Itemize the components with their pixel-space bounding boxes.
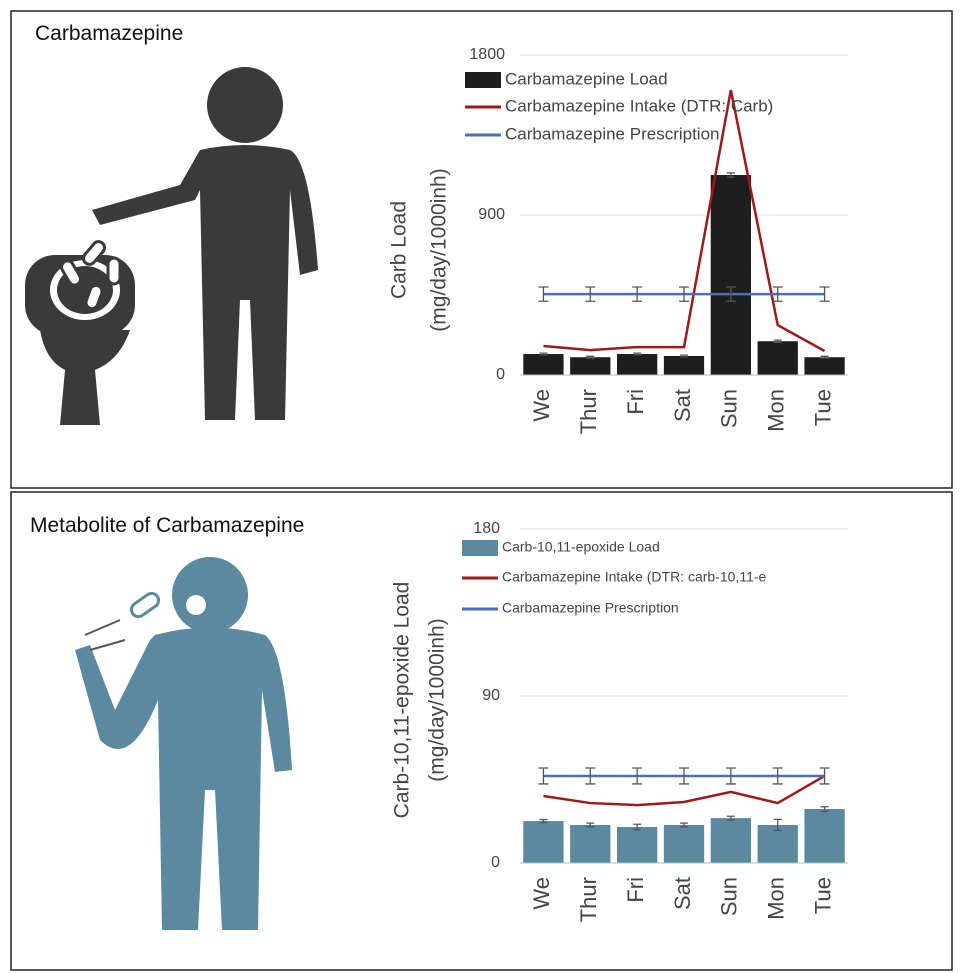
legend-label: Carbamazepine Intake (DTR: Carb) [505,96,773,115]
error-bar [680,823,688,827]
bar [758,341,798,375]
panel-title: Metabolite of Carbamazepine [30,514,304,537]
y-tick-label: 1800 [469,46,505,63]
bar [711,818,751,863]
y-axis-label: Carb Load [388,201,411,299]
bar [804,357,844,375]
bar [617,354,657,375]
legend-label: Carb-10,11-epoxide Load [502,539,660,555]
panel-title: Carbamazepine [35,22,183,45]
icon-flush [25,67,318,425]
y-tick-label: 0 [496,366,505,383]
x-tick-label: Tue [810,389,835,426]
x-tick-label: Tue [810,877,835,914]
figure: Carbamazepine Metabolite of Carbamazepin… [0,0,963,973]
x-tick-label: Sun [717,877,742,916]
bar [570,825,610,863]
bar [570,357,610,375]
x-tick-label: Sat [670,877,695,910]
bar [664,825,704,863]
bar [523,354,563,375]
y-axis-label: (mg/day/1000inh) [426,618,449,781]
y-axis-label: Carb-10,11-epoxide Load [391,582,414,819]
y-tick-label: 900 [478,206,505,223]
x-tick-label: Fri [623,389,648,415]
x-tick-label: Sat [670,389,695,422]
x-tick-label: Fri [623,877,648,903]
y-tick-label: 180 [473,520,500,537]
legend-swatch [465,72,501,88]
bar [523,821,563,863]
x-tick-label: Thur [576,877,601,922]
y-tick-label: 0 [491,854,500,871]
legend-swatch [462,540,498,556]
x-tick-label: Mon [764,877,789,920]
bar [617,827,657,863]
legend-label: Carbamazepine Prescription [505,124,720,143]
legend-label: Carbamazepine Load [505,69,668,88]
y-axis-label: (mg/day/1000inh) [428,168,451,331]
x-tick-label: Mon [764,389,789,432]
icon-swallow [75,557,292,930]
bar [804,809,844,863]
x-tick-label: Thur [576,389,601,434]
bar [664,356,704,375]
x-tick-label: Sun [717,389,742,428]
legend-label: Carbamazepine Prescription [502,600,679,616]
x-tick-label: We [529,389,554,422]
x-tick-label: We [529,877,554,910]
y-tick-label: 90 [482,687,500,704]
bar [711,175,751,375]
legend-label: Carbamazepine Intake (DTR: carb-10,11-e [502,569,767,585]
error-bar [586,823,594,827]
